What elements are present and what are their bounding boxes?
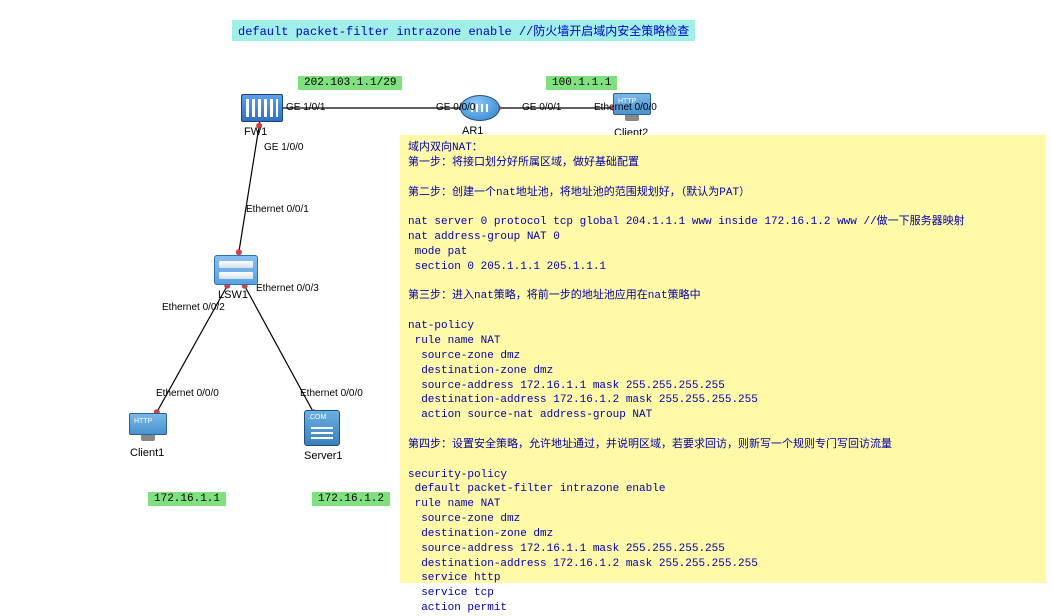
- device-label-lsw1: LSW1: [218, 289, 248, 301]
- firewall-icon: [241, 94, 283, 122]
- device-label-server1: Server1: [304, 450, 343, 462]
- ip-label: 202.103.1.1/29: [298, 76, 402, 90]
- server-icon: [304, 410, 340, 446]
- ip-label: 172.16.1.1: [148, 492, 226, 506]
- ip-label: 100.1.1.1: [546, 76, 617, 90]
- switch-icon: [214, 255, 258, 285]
- client-icon: [129, 413, 167, 443]
- port-label: Ethernet 0/0/2: [162, 302, 225, 313]
- port-label: Ethernet 0/0/0: [156, 388, 219, 399]
- port-label: Ethernet 0/0/0: [594, 102, 657, 113]
- port-label: Ethernet 0/0/1: [246, 204, 309, 215]
- port-label: GE 1/0/0: [264, 142, 303, 153]
- port-label: Ethernet 0/0/0: [300, 388, 363, 399]
- config-text-box: 域内双向NAT： 第一步：将接口划分好所属区域，做好基础配置 第二步：创建一个n…: [400, 135, 1046, 583]
- device-label-client1: Client1: [130, 447, 164, 459]
- port-label: Ethernet 0/0/3: [256, 283, 319, 294]
- port-label: GE 0/0/0: [436, 102, 475, 113]
- port-label: GE 0/0/1: [522, 102, 561, 113]
- device-label-fw1: FW1: [244, 126, 267, 138]
- port-label: GE 1/0/1: [286, 102, 325, 113]
- ip-label: 172.16.1.2: [312, 492, 390, 506]
